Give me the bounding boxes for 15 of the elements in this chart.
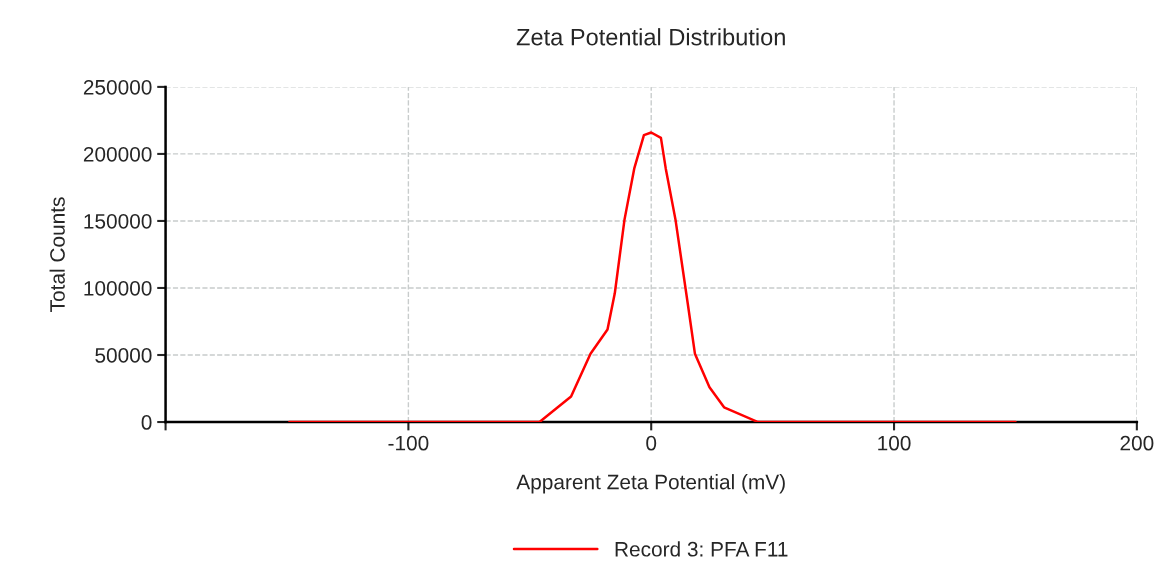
y-tick-label: 250000 bbox=[83, 79, 152, 95]
y-tick-label: 200000 bbox=[83, 146, 152, 162]
chart-title: Zeta Potential Distribution bbox=[516, 28, 785, 46]
y-tick-label: 150000 bbox=[84, 213, 152, 229]
x-tick-label: 200 bbox=[1120, 435, 1154, 451]
legend-label: Record 3: PFA F11 bbox=[615, 541, 788, 557]
y-axis-title: Total Counts bbox=[49, 197, 65, 312]
x-axis-title: Apparent Zeta Potential (mV) bbox=[516, 474, 785, 494]
x-tick-label: -100 bbox=[388, 435, 429, 451]
x-tick-label: 0 bbox=[646, 435, 657, 451]
y-tick-label: 50000 bbox=[95, 348, 152, 363]
line-series bbox=[288, 131, 1017, 423]
y-tick-label: 0 bbox=[141, 415, 152, 430]
x-tick-label: 100 bbox=[878, 435, 911, 451]
y-tick-label: 100000 bbox=[84, 280, 152, 296]
